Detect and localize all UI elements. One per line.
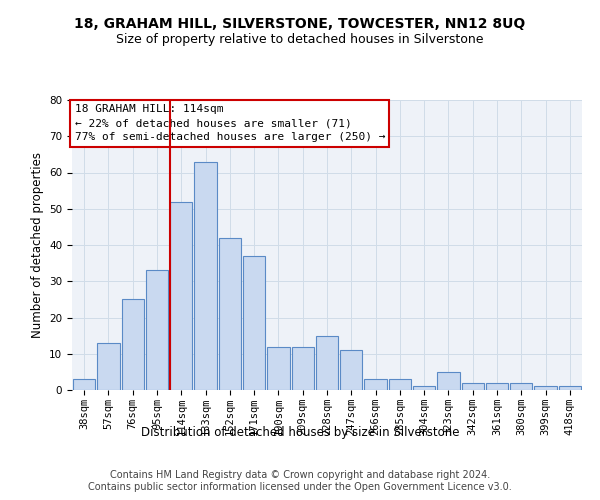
Text: Distribution of detached houses by size in Silverstone: Distribution of detached houses by size … bbox=[141, 426, 459, 439]
Bar bbox=[243, 256, 265, 390]
Text: 18, GRAHAM HILL, SILVERSTONE, TOWCESTER, NN12 8UQ: 18, GRAHAM HILL, SILVERSTONE, TOWCESTER,… bbox=[74, 18, 526, 32]
Text: Contains public sector information licensed under the Open Government Licence v3: Contains public sector information licen… bbox=[88, 482, 512, 492]
Bar bbox=[267, 346, 290, 390]
Bar bbox=[146, 270, 168, 390]
Y-axis label: Number of detached properties: Number of detached properties bbox=[31, 152, 44, 338]
Bar bbox=[170, 202, 193, 390]
Bar bbox=[316, 336, 338, 390]
Bar bbox=[486, 383, 508, 390]
Bar bbox=[292, 346, 314, 390]
Bar bbox=[461, 383, 484, 390]
Text: Contains HM Land Registry data © Crown copyright and database right 2024.: Contains HM Land Registry data © Crown c… bbox=[110, 470, 490, 480]
Bar bbox=[218, 238, 241, 390]
Text: 18 GRAHAM HILL: 114sqm
← 22% of detached houses are smaller (71)
77% of semi-det: 18 GRAHAM HILL: 114sqm ← 22% of detached… bbox=[74, 104, 385, 142]
Text: Size of property relative to detached houses in Silverstone: Size of property relative to detached ho… bbox=[116, 32, 484, 46]
Bar bbox=[122, 300, 144, 390]
Bar bbox=[437, 372, 460, 390]
Bar bbox=[389, 379, 411, 390]
Bar bbox=[559, 386, 581, 390]
Bar bbox=[413, 386, 436, 390]
Bar bbox=[194, 162, 217, 390]
Bar bbox=[340, 350, 362, 390]
Bar bbox=[535, 386, 557, 390]
Bar bbox=[364, 379, 387, 390]
Bar bbox=[73, 379, 95, 390]
Bar bbox=[510, 383, 532, 390]
Bar bbox=[97, 343, 119, 390]
